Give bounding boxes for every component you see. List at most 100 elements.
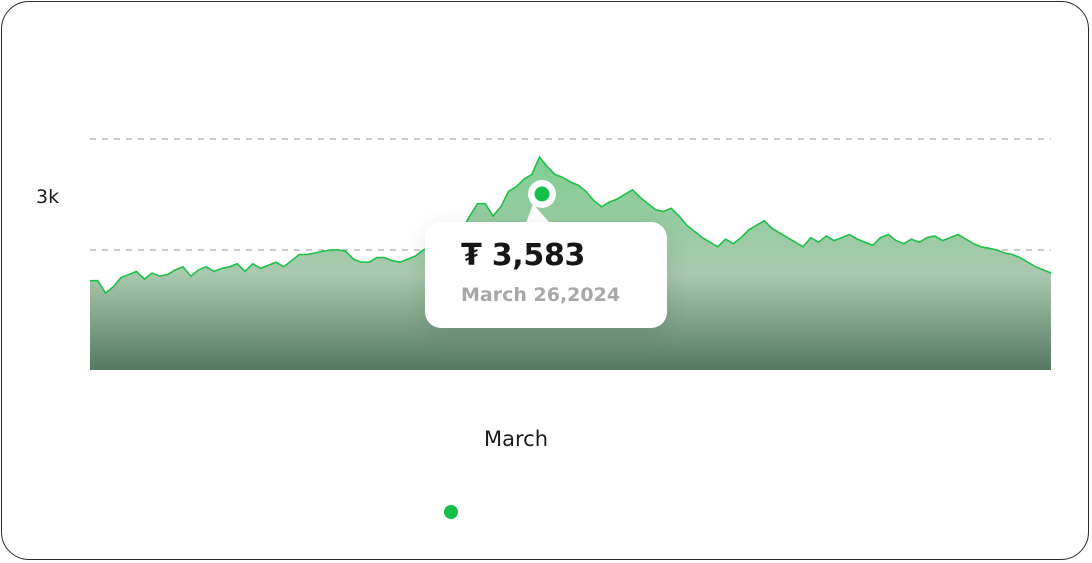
data-point-18 [228, 265, 232, 269]
data-point-49 [468, 214, 472, 218]
data-point-103 [886, 233, 890, 237]
data-point-21 [251, 262, 255, 266]
data-point-2 [104, 291, 108, 295]
data-point-117 [995, 248, 999, 252]
data-point-3 [111, 285, 115, 289]
data-point-94 [817, 240, 821, 244]
data-point-1 [96, 279, 100, 283]
data-point-73 [654, 208, 658, 212]
data-point-32 [336, 248, 340, 252]
data-point-97 [840, 236, 844, 240]
data-point-101 [871, 243, 875, 247]
data-point-88 [770, 226, 774, 230]
data-point-69 [623, 192, 627, 196]
data-point-8 [150, 271, 154, 275]
data-point-77 [685, 223, 689, 227]
legend-dot[interactable] [444, 505, 458, 519]
data-point-41 [406, 257, 410, 261]
data-point-56 [522, 177, 526, 181]
data-point-59 [545, 165, 549, 169]
data-point-65 [592, 199, 596, 203]
tooltip-pointer [526, 204, 550, 223]
data-point-12 [181, 265, 185, 269]
data-point-124 [1049, 271, 1053, 275]
data-point-4 [119, 276, 123, 280]
data-point-11 [173, 268, 177, 272]
data-point-63 [576, 183, 580, 187]
data-point-84 [739, 236, 743, 240]
data-point-19 [235, 262, 239, 266]
data-point-79 [700, 236, 704, 240]
data-point-62 [569, 180, 573, 184]
data-point-104 [894, 239, 898, 243]
data-point-70 [631, 188, 635, 192]
data-point-60 [553, 172, 557, 176]
data-point-40 [398, 260, 402, 264]
data-point-16 [212, 269, 216, 273]
data-point-61 [561, 176, 565, 180]
data-point-58 [538, 155, 542, 159]
data-tooltip: ₮ 3,583 March 26,2024 [425, 222, 667, 328]
data-point-86 [755, 223, 759, 227]
data-point-36 [367, 260, 371, 264]
data-point-57 [530, 172, 534, 176]
data-point-102 [879, 236, 883, 240]
data-point-5 [127, 273, 131, 277]
data-point-34 [352, 257, 356, 261]
data-point-6 [135, 269, 139, 273]
data-point-30 [321, 249, 325, 253]
data-point-28 [305, 253, 309, 257]
data-point-72 [646, 202, 650, 206]
data-point-110 [941, 239, 945, 243]
data-point-91 [793, 240, 797, 244]
data-point-51 [483, 202, 487, 206]
data-point-27 [297, 253, 301, 257]
data-point-98 [848, 233, 852, 237]
data-point-13 [189, 274, 193, 278]
data-point-24 [274, 260, 278, 264]
data-point-9 [158, 274, 162, 278]
data-point-123 [1041, 268, 1045, 272]
tooltip-value: ₮ 3,583 [461, 238, 586, 273]
data-point-66 [600, 205, 604, 209]
data-point-20 [243, 269, 247, 273]
data-point-67 [607, 200, 611, 204]
data-point-0 [88, 279, 92, 283]
data-point-26 [290, 259, 294, 263]
data-point-14 [197, 268, 201, 272]
data-point-76 [677, 214, 681, 218]
data-point-78 [693, 229, 697, 233]
data-point-100 [863, 240, 867, 244]
data-point-75 [669, 206, 673, 210]
data-point-42 [414, 254, 418, 258]
data-point-96 [832, 239, 836, 243]
data-point-116 [987, 246, 991, 250]
data-point-33 [344, 249, 348, 253]
data-point-121 [1026, 260, 1030, 264]
data-point-38 [383, 256, 387, 260]
data-point-7 [142, 277, 146, 281]
data-point-52 [491, 214, 495, 218]
data-point-113 [964, 237, 968, 241]
data-point-80 [708, 240, 712, 244]
data-point-31 [328, 248, 332, 252]
data-point-35 [359, 260, 363, 264]
data-point-89 [778, 231, 782, 235]
data-point-54 [507, 189, 511, 193]
data-point-122 [1034, 265, 1038, 269]
highlight-marker[interactable] [534, 186, 550, 202]
tooltip-date: March 26,2024 [461, 284, 621, 306]
data-point-107 [917, 240, 921, 244]
data-point-50 [476, 202, 480, 206]
data-point-71 [638, 196, 642, 200]
data-point-17 [220, 266, 224, 270]
data-point-120 [1018, 256, 1022, 260]
data-point-108 [925, 236, 929, 240]
data-point-114 [972, 242, 976, 246]
data-point-15 [204, 265, 208, 269]
data-point-64 [584, 189, 588, 193]
data-point-39 [390, 259, 394, 263]
data-point-93 [809, 236, 813, 240]
data-point-119 [1010, 253, 1014, 257]
